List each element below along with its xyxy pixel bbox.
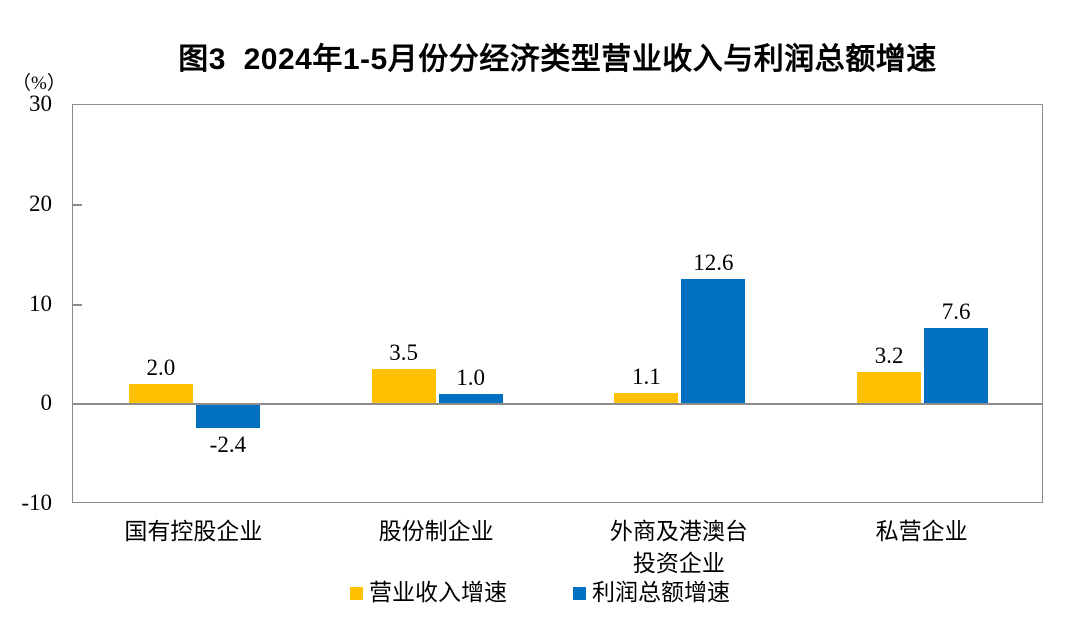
- plot-area: 2.0 -2.4 3.5 1.0 1.1 12.6 3.2 7.6: [72, 104, 1043, 503]
- category-label: 外商及港澳台 投资企业: [609, 519, 748, 576]
- bar-value-label: 2.0: [146, 355, 176, 381]
- category-label: 国有控股企业: [124, 519, 263, 544]
- bar: [128, 384, 193, 405]
- bar: [857, 372, 922, 405]
- y-tick-label: 30: [29, 91, 52, 116]
- bar: [438, 394, 503, 405]
- chart-title: 图3 2024年1-5月份分经济类型营业收入与利润总额增速: [178, 43, 937, 76]
- legend-label: 利润总额增速: [592, 580, 730, 605]
- bar: [614, 393, 679, 405]
- category-label: 股份制企业: [378, 519, 494, 544]
- legend-item: 营业收入增速: [350, 580, 507, 606]
- zero-baseline: [73, 403, 1042, 406]
- bar-value-label: 1.0: [456, 365, 485, 391]
- bar-value-label: -2.4: [209, 432, 247, 458]
- y-tick-mark: [73, 303, 82, 306]
- bar: [371, 369, 436, 405]
- legend-item: 利润总额增速: [573, 580, 730, 606]
- bar-value-label: 7.6: [941, 299, 971, 325]
- legend-swatch: [573, 586, 586, 600]
- bar: [924, 328, 989, 405]
- bar-value-label: 12.6: [693, 249, 734, 275]
- legend-swatch: [350, 586, 363, 600]
- legend-label: 营业收入增速: [369, 580, 507, 605]
- x-axis-category-labels: 国有控股企业 股份制企业 外商及港澳台 投资企业 私营企业: [72, 516, 1043, 582]
- y-axis-unit-label: （%）: [12, 73, 66, 94]
- y-tick-label: 20: [29, 190, 52, 216]
- bar: [681, 278, 746, 405]
- bar-value-label: 3.5: [389, 340, 418, 366]
- y-tick-mark: [73, 203, 82, 206]
- y-tick-label: 10: [29, 290, 52, 316]
- y-tick-label: 0: [40, 390, 53, 416]
- legend: 营业收入增速 利润总额增速: [0, 580, 1080, 606]
- bar: [195, 404, 260, 429]
- bar-value-label: 3.2: [874, 343, 904, 369]
- category-label: 私营企业: [875, 519, 968, 544]
- bar-value-label: 1.1: [632, 364, 661, 390]
- y-tick-label: -10: [21, 490, 52, 515]
